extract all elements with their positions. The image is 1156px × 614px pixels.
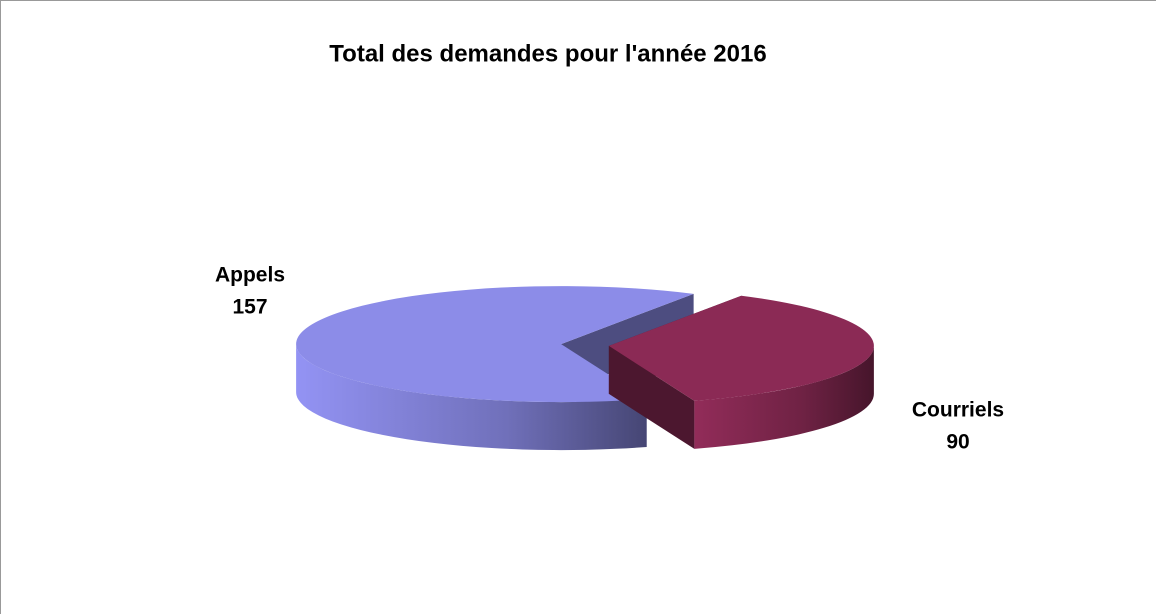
slice-side <box>694 345 874 449</box>
chart-title: Total des demandes pour l'année 2016 <box>329 40 766 67</box>
slice-top <box>296 286 694 403</box>
slice-value: 90 <box>946 431 969 454</box>
slice-label: Appels <box>215 264 285 287</box>
slice-side <box>296 344 647 451</box>
slice-value: 157 <box>232 296 267 319</box>
slice-top <box>608 295 874 401</box>
slice-label: Courriels <box>912 399 1004 422</box>
slice-face <box>608 345 695 449</box>
